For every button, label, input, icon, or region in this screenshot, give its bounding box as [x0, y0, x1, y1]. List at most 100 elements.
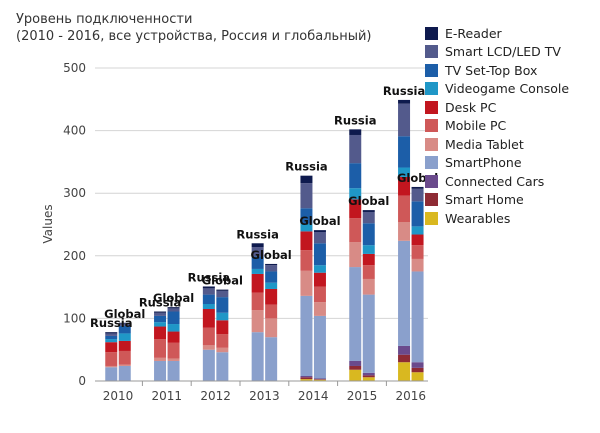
bar-segment-russia-2011-videogame-console [154, 322, 167, 327]
bar-segment-russia-2014-smartphone [300, 295, 313, 376]
y-tick-label: 100 [63, 311, 86, 325]
bar-segment-global-2016-smart-home [411, 367, 424, 373]
bar-segment-global-2013-e-reader [265, 263, 278, 266]
bar-segment-russia-2010-desk-pc [105, 342, 118, 353]
y-tick-label: 0 [78, 374, 86, 388]
legend-label: Connected Cars [445, 173, 545, 189]
bar-segment-global-2014-tv-set-top-box [313, 243, 326, 266]
bar-segment-global-2016-media-tablet [411, 258, 424, 272]
legend-label: TV Set-Top Box [445, 62, 538, 78]
bar-group-label: Global [348, 194, 389, 208]
bar-segment-russia-2010-e-reader [105, 332, 118, 334]
chart-legend: E-Reader Smart LCD/LED TV TV Set-Top Box Vi… [425, 24, 569, 228]
bar-segment-global-2016-wearables [411, 372, 424, 381]
bar-segment-russia-2012-videogame-console [202, 304, 215, 310]
bar-segment-russia-2012-e-reader [202, 286, 215, 289]
bar-segment-russia-2011-tv-set-top-box [154, 315, 167, 323]
legend-item: Media Tablet [425, 135, 569, 154]
x-tick-label: 2014 [298, 389, 329, 403]
bar-segment-russia-2013-tv-set-top-box [251, 256, 264, 269]
bar-group-label: Russia [383, 84, 425, 98]
bar-segment-russia-2014-tv-set-top-box [300, 208, 313, 224]
bar-segment-global-2011-smart-lcd-led-tv [167, 308, 180, 312]
bar-segment-russia-2015-smart-home [349, 365, 362, 370]
bar-segment-global-2013-tv-set-top-box [265, 271, 278, 283]
bar-segment-global-2012-desk-pc [216, 320, 229, 335]
x-tick-label: 2011 [152, 389, 183, 403]
chart-title: Уровень подключенности [16, 12, 193, 27]
bar-segment-russia-2014-desk-pc [300, 231, 313, 251]
bar-segment-global-2012-smartphone [216, 352, 229, 381]
legend-label: Desk PC [445, 99, 497, 115]
bar-segment-russia-2015-wearables [349, 369, 362, 381]
bar-segment-russia-2012-mobile-pc [202, 327, 215, 346]
legend-label: Smart Home [445, 192, 524, 208]
legend-item: Wearables [425, 209, 569, 228]
bar-segment-russia-2016-tv-set-top-box [398, 136, 411, 168]
bar-group-label: Global [104, 307, 145, 321]
bar-segment-russia-2011-mobile-pc [154, 339, 167, 358]
legend-item: SmartPhone [425, 154, 569, 173]
bar-segment-global-2016-desk-pc [411, 234, 424, 246]
bar-segment-global-2016-smart-lcd-led-tv [411, 188, 424, 202]
legend-swatch [425, 174, 438, 188]
bar-segment-global-2014-smartphone [313, 315, 326, 379]
x-tick-label: 2016 [396, 389, 427, 403]
bar-segment-russia-2016-smart-home [398, 354, 411, 363]
legend-item: Videogame Console [425, 80, 569, 99]
legend-swatch [425, 119, 438, 133]
bar-segment-russia-2011-e-reader [154, 311, 167, 313]
bar-group-label: Russia [334, 113, 376, 127]
bar-segment-russia-2015-tv-set-top-box [349, 163, 362, 189]
legend-label: E-Reader [445, 25, 502, 41]
bar-group-label: Russia [188, 270, 230, 284]
bar-segment-russia-2014-smart-lcd-led-tv [300, 183, 313, 209]
bar-segment-global-2013-media-tablet [265, 318, 278, 338]
bar-segment-global-2012-e-reader [216, 289, 229, 291]
bar-segment-russia-2016-connected-cars [398, 345, 411, 355]
bar-segment-russia-2014-e-reader [300, 175, 313, 184]
bar-segment-russia-2016-desk-pc [398, 176, 411, 196]
legend-item: Smart LCD/LED TV [425, 43, 569, 62]
legend-swatch [425, 211, 438, 225]
bar-group-label: Global [202, 274, 243, 288]
y-tick-label: 300 [63, 186, 86, 200]
legend-swatch [425, 100, 438, 114]
bar-segment-russia-2013-desk-pc [251, 273, 264, 293]
bar-segment-global-2013-smart-lcd-led-tv [265, 265, 278, 272]
x-tick-label: 2015 [347, 389, 378, 403]
bar-segment-russia-2012-smartphone [202, 349, 215, 381]
chart-subtitle: (2010 - 2016, все устройства, Россия и г… [16, 29, 372, 44]
legend-item: Smart Home [425, 191, 569, 210]
bar-segment-russia-2015-smart-lcd-led-tv [349, 134, 362, 164]
bar-segment-russia-2014-smart-home [300, 377, 313, 380]
bar-segment-russia-2010-smart-lcd-led-tv [105, 333, 118, 336]
bar-segment-russia-2015-videogame-console [349, 188, 362, 200]
bar-segment-russia-2013-videogame-console [251, 268, 264, 274]
x-tick-label: 2013 [249, 389, 280, 403]
bar-segment-russia-2015-e-reader [349, 129, 362, 135]
legend-swatch [425, 82, 438, 96]
bar-segment-global-2016-connected-cars [411, 362, 424, 368]
bar-segment-global-2011-mobile-pc [167, 342, 180, 359]
legend-swatch [425, 137, 438, 151]
bar-segment-global-2016-videogame-console [411, 226, 424, 235]
bar-segment-global-2015-tv-set-top-box [362, 223, 375, 246]
bar-segment-russia-2016-wearables [398, 362, 411, 381]
bar-segment-global-2010-smartphone [118, 365, 131, 381]
bar-segment-global-2013-mobile-pc [265, 304, 278, 319]
bar-segment-russia-2016-e-reader [398, 99, 411, 104]
y-tick-label: 400 [63, 124, 86, 138]
bar-segment-global-2010-mobile-pc [118, 350, 131, 365]
bar-segment-global-2014-desk-pc [313, 272, 326, 287]
legend-item: TV Set-Top Box [425, 61, 569, 80]
legend-label: Videogame Console [445, 81, 570, 97]
bar-segment-russia-2015-desk-pc [349, 199, 362, 219]
bar-segment-russia-2015-smartphone [349, 267, 362, 361]
bar-segment-russia-2016-mobile-pc [398, 195, 411, 222]
legend-swatch [425, 26, 438, 40]
bar-segment-russia-2014-videogame-console [300, 223, 313, 232]
bar-segment-global-2011-media-tablet [167, 358, 180, 361]
x-tick-label: 2010 [103, 389, 134, 403]
